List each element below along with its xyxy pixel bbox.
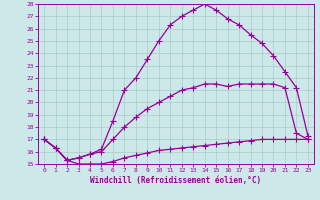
- X-axis label: Windchill (Refroidissement éolien,°C): Windchill (Refroidissement éolien,°C): [91, 176, 261, 185]
